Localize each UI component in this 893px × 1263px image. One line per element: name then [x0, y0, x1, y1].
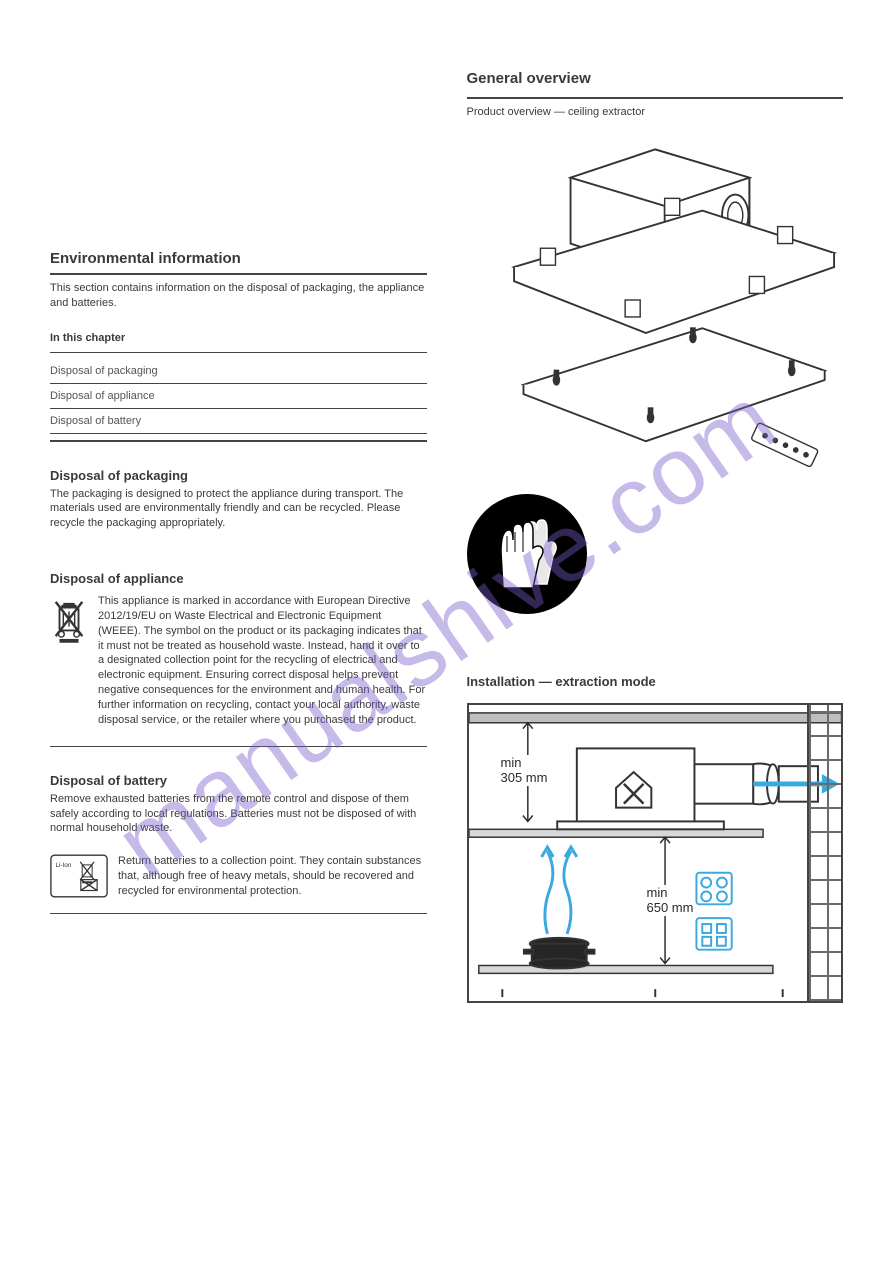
divider: [50, 352, 427, 353]
page: Environmental information This section c…: [0, 0, 893, 1263]
battery-body-2: Return batteries to a collection point. …: [118, 854, 427, 903]
weee-icon: [50, 594, 88, 728]
table-row: Disposal of packaging: [50, 359, 427, 384]
environmental-intro: This section contains information on the…: [50, 281, 427, 311]
toc-item: Disposal of battery: [50, 415, 397, 427]
exploded-cover-panel: [523, 327, 824, 441]
gloves-icon-block: [467, 494, 844, 614]
column-left: Environmental information This section c…: [50, 70, 427, 1233]
section-environmental: Environmental information This section c…: [50, 250, 427, 448]
exploded-remote-control: [750, 422, 818, 467]
section-appliance: Disposal of appliance: [50, 571, 427, 728]
section-battery: Disposal of battery Remove exhausted bat…: [50, 773, 427, 921]
dimension-hob-value: 650 mm: [647, 900, 694, 915]
brick-wall: [807, 705, 841, 1001]
divider: [50, 440, 427, 442]
dimension-min-label: min: [647, 885, 668, 900]
exploded-mounting-frame: [514, 198, 834, 333]
toc-page: [397, 365, 427, 377]
divider: [50, 273, 427, 275]
toc-table: Disposal of packaging Disposal of applia…: [50, 352, 427, 434]
toc-page: [397, 415, 427, 427]
exploded-view: [467, 140, 844, 484]
appliance-heading: Disposal of appliance: [50, 571, 427, 586]
dimension-label-ceiling: min 305 mm: [501, 755, 548, 786]
overview-heading: General overview: [467, 70, 844, 87]
gloves-icon: [467, 494, 587, 614]
battery-heading: Disposal of battery: [50, 773, 427, 788]
dimension-label-hob: min 650 mm: [647, 885, 694, 916]
toc-item: Disposal of appliance: [50, 390, 397, 402]
columns: Environmental information This section c…: [50, 70, 843, 1233]
divider: [467, 97, 844, 99]
install-heading: Installation — extraction mode: [467, 674, 844, 689]
weee-block: This appliance is marked in accordance w…: [50, 594, 427, 728]
dimension-ceiling-value: 305 mm: [501, 770, 548, 785]
installation-diagram: min 305 mm min 650 mm: [467, 703, 844, 1003]
toc-page: [397, 390, 427, 402]
table-row: Disposal of battery: [50, 409, 427, 434]
battery-icon-block: Li-Ion: [50, 854, 427, 903]
table-row: Disposal of appliance: [50, 384, 427, 409]
dimension-min-label: min: [501, 755, 522, 770]
packaging-heading: Disposal of packaging: [50, 468, 427, 483]
toc-heading: In this chapter: [50, 331, 427, 346]
overview-body: Product overview — ceiling extractor: [467, 105, 844, 120]
section-packaging: Disposal of packaging The packaging is d…: [50, 468, 427, 532]
battery-icon: Li-Ion: [50, 854, 108, 903]
section-heading-environmental: Environmental information: [50, 250, 427, 267]
packaging-body: The packaging is designed to protect the…: [50, 487, 427, 532]
weee-text: This appliance is marked in accordance w…: [98, 594, 427, 728]
divider: [50, 746, 427, 747]
battery-body-1: Remove exhausted batteries from the remo…: [50, 792, 427, 837]
divider: [50, 913, 427, 914]
svg-text:Li-Ion: Li-Ion: [55, 862, 71, 869]
column-right: General overview Product overview — ceil…: [467, 70, 844, 1233]
toc-item: Disposal of packaging: [50, 365, 397, 377]
